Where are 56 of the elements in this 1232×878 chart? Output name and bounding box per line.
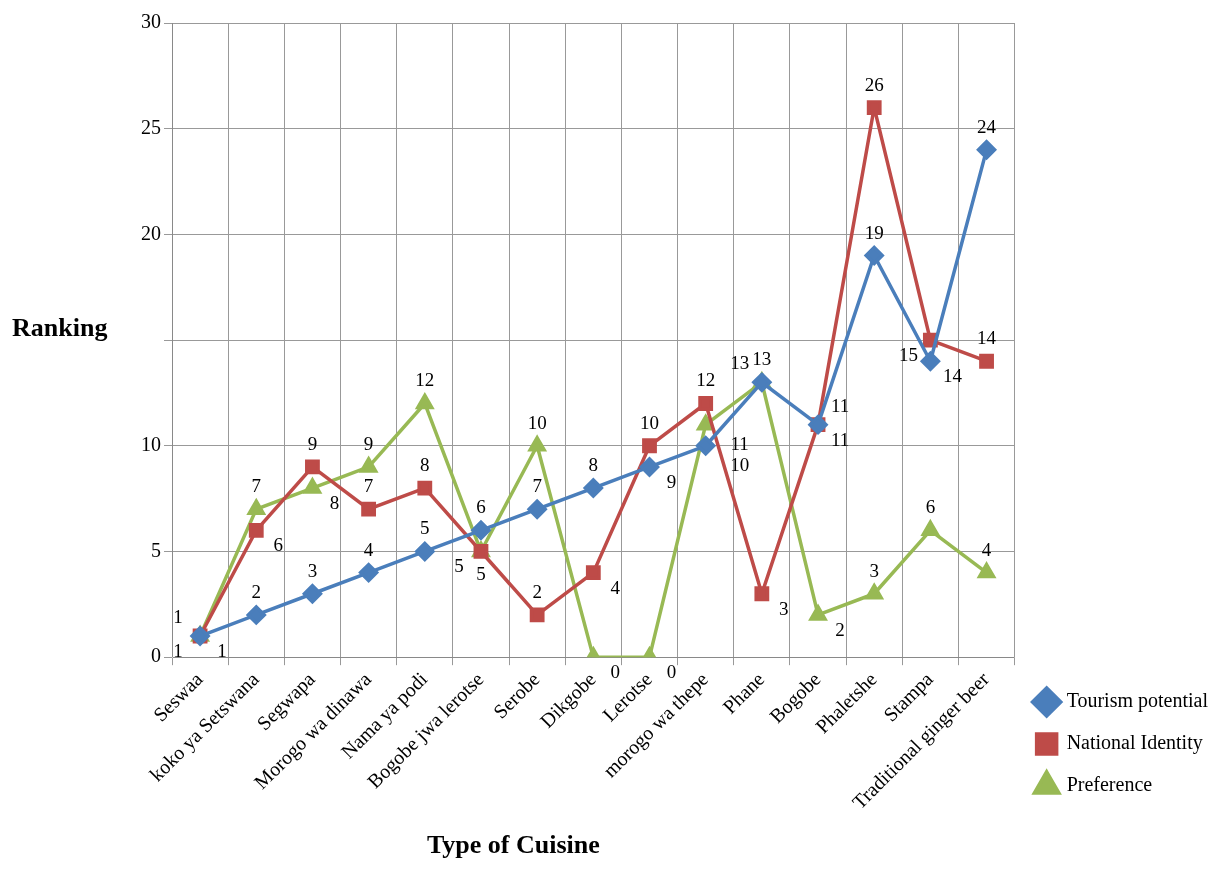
- data-label: 8: [420, 454, 430, 476]
- data-label: 2: [835, 618, 845, 640]
- data-label: 14: [942, 365, 963, 387]
- data-label: 1: [173, 640, 183, 662]
- data-label: 6: [476, 496, 486, 518]
- data-label: 0: [610, 661, 621, 683]
- data-label: 3: [307, 559, 318, 581]
- data-label: 14: [977, 327, 997, 349]
- data-label: 6: [925, 496, 936, 518]
- data-label: 24: [977, 115, 997, 137]
- data-label: 3: [869, 559, 879, 581]
- data-label: 9: [363, 432, 374, 454]
- data-label: 15: [898, 344, 918, 366]
- data-label: 3: [779, 597, 789, 619]
- data-label: 1: [173, 606, 183, 628]
- y-tick-label: 5: [151, 538, 161, 561]
- data-label: 11: [730, 432, 749, 454]
- data-label: 5: [454, 555, 464, 577]
- y-tick-label: 25: [141, 115, 161, 138]
- data-label: 7: [363, 475, 374, 497]
- data-label: 13: [752, 348, 772, 370]
- y-tick-label: 0: [151, 644, 161, 667]
- data-label: 12: [696, 369, 716, 391]
- data-label: 5: [420, 517, 430, 539]
- data-label: 12: [415, 369, 435, 391]
- data-label: 8: [329, 492, 340, 514]
- data-label: 10: [640, 411, 659, 433]
- x-axis-title: Type of Cuisine: [426, 829, 600, 859]
- data-label: 4: [610, 576, 621, 598]
- data-label: 6: [273, 534, 284, 556]
- data-label: 11: [830, 428, 850, 450]
- data-label: 1: [217, 640, 227, 662]
- data-label: 11: [830, 394, 850, 416]
- data-label: 4: [981, 538, 992, 560]
- data-label: 26: [864, 73, 884, 95]
- data-label: 9: [307, 432, 318, 454]
- y-tick-label: 10: [141, 433, 161, 456]
- legend-label: Preference: [1066, 773, 1153, 796]
- data-label: 19: [864, 221, 884, 243]
- legend-label: Tourism potential: [1066, 689, 1209, 713]
- data-label: 7: [251, 475, 262, 497]
- data-label: 2: [251, 580, 262, 602]
- legend-label: National Identity: [1066, 731, 1203, 755]
- y-tick-label: 30: [141, 10, 161, 33]
- data-label: 7: [532, 475, 542, 497]
- data-label: 10: [527, 411, 547, 433]
- data-label: 4: [363, 538, 374, 560]
- data-label: 8: [588, 454, 599, 476]
- data-label: 13: [730, 352, 750, 374]
- data-label: 5: [476, 563, 486, 585]
- y-tick-label: 20: [141, 221, 161, 244]
- data-label: 0: [666, 661, 677, 683]
- data-label: 10: [730, 453, 750, 475]
- data-label: 9: [666, 470, 677, 492]
- data-label: 2: [532, 580, 542, 602]
- y-axis-title: Ranking: [12, 313, 108, 343]
